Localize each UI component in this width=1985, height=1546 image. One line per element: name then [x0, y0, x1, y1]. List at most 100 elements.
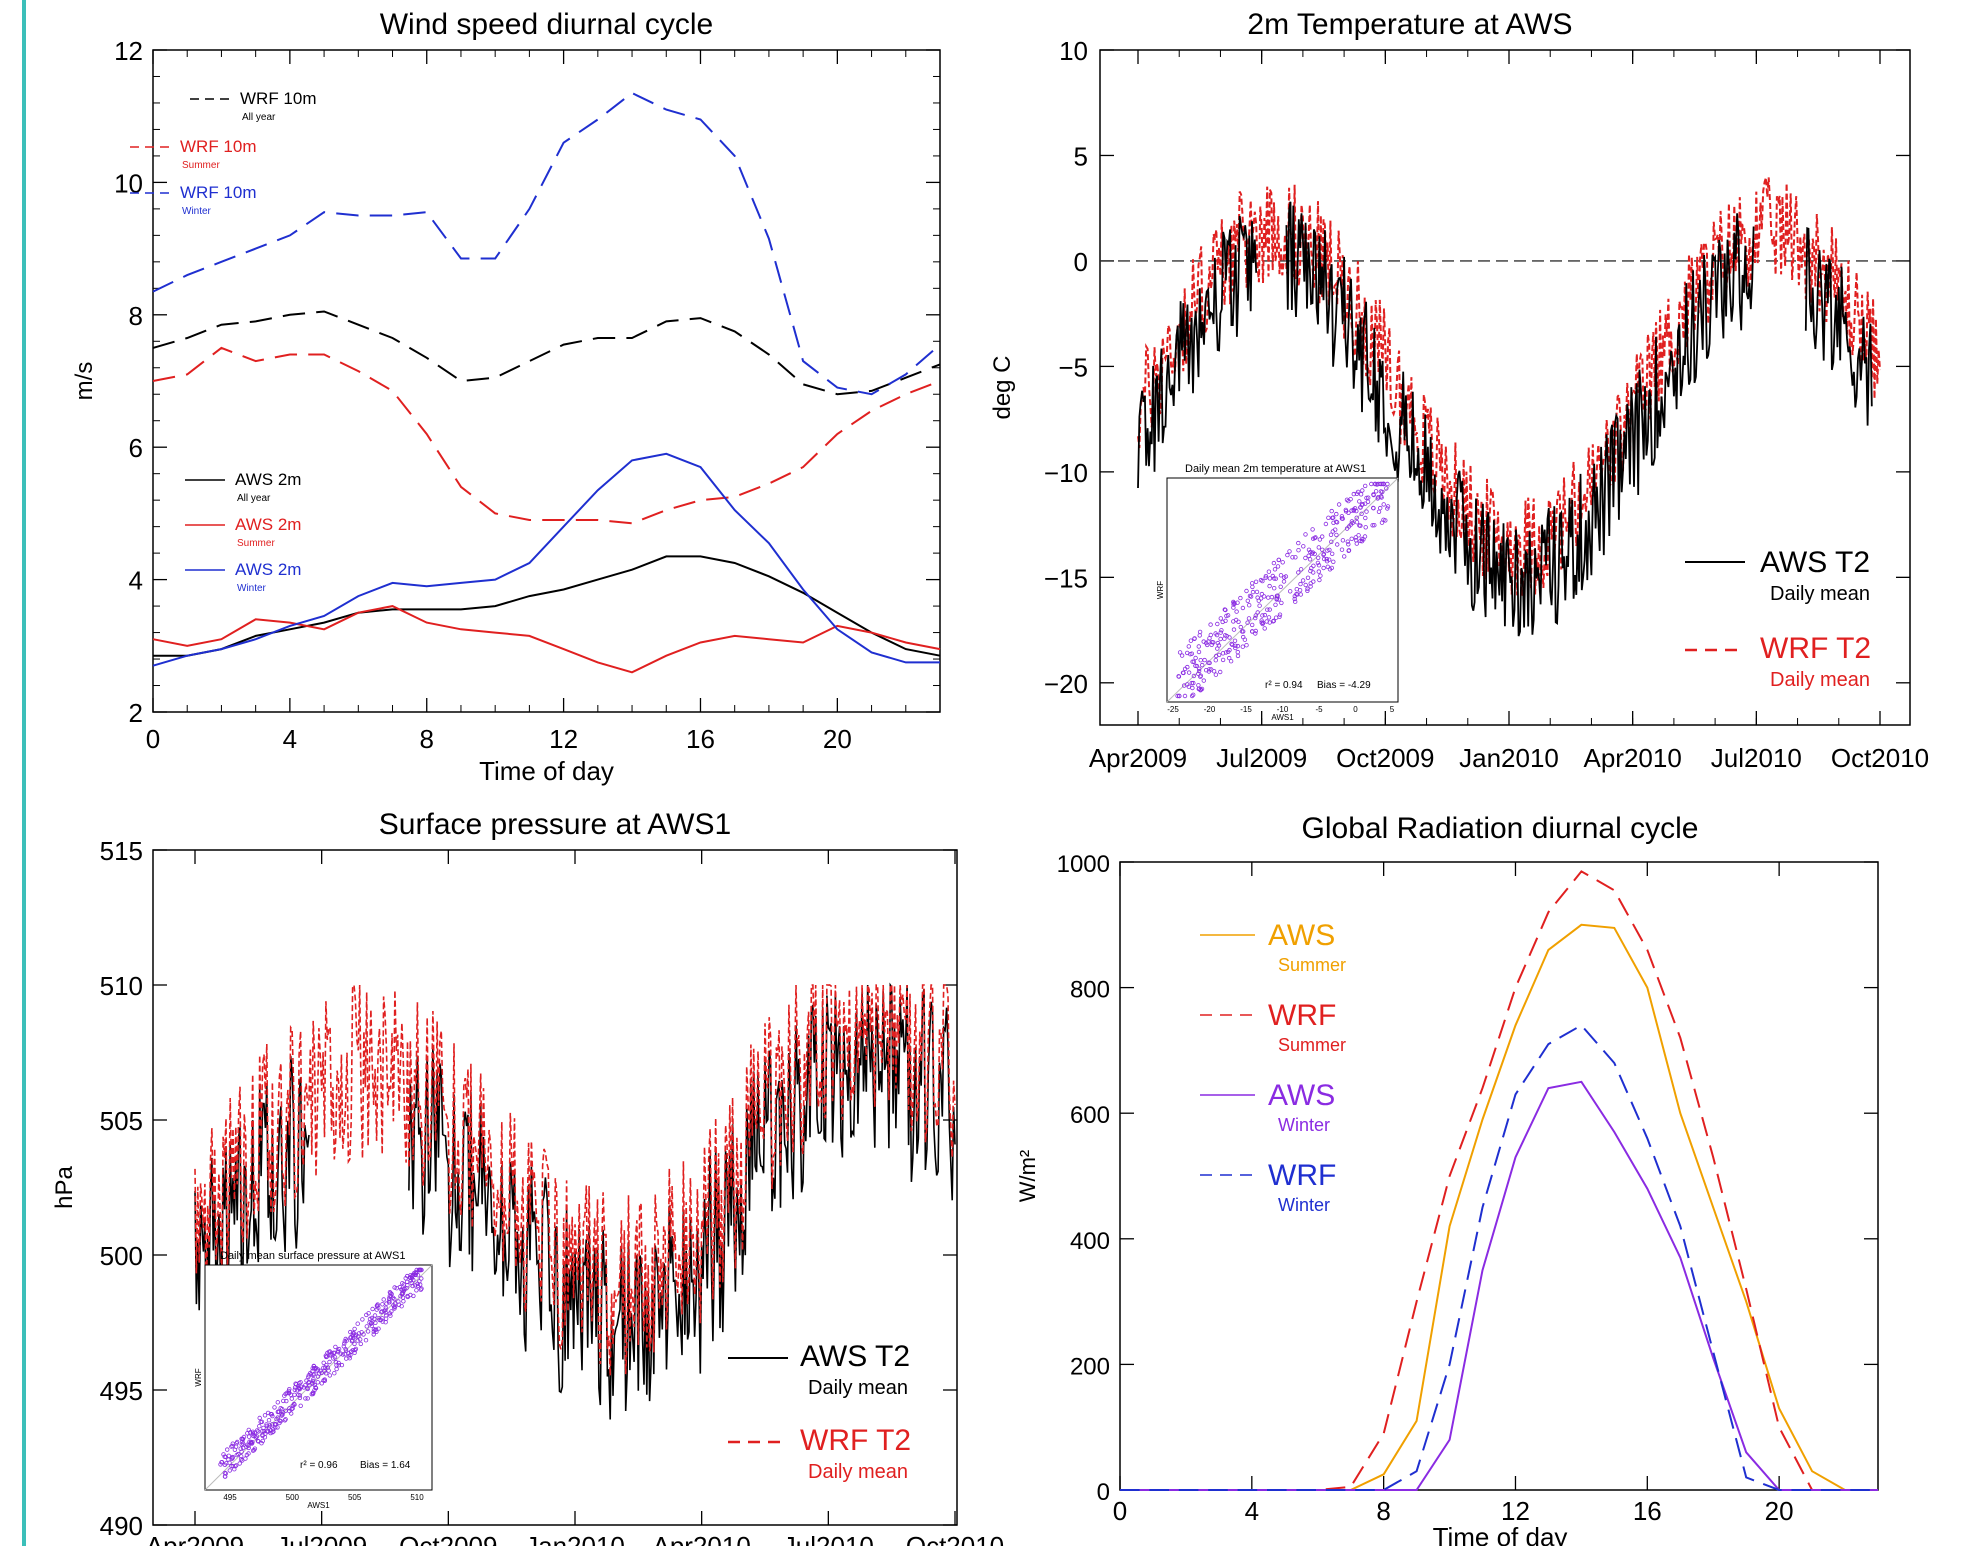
inset-point [415, 1283, 421, 1289]
inset-title: Daily mean surface pressure at AWS1 [220, 1250, 405, 1262]
legend-label: WRF [1268, 999, 1336, 1032]
inset-point [1330, 529, 1335, 534]
inset-point [1323, 521, 1329, 527]
inset-point [1334, 511, 1339, 517]
inset-point [376, 1305, 381, 1310]
inset-point [1278, 573, 1284, 578]
inset-point [227, 1468, 232, 1473]
inset-point [321, 1378, 326, 1383]
inset-point [1190, 692, 1196, 697]
inset-point [239, 1442, 244, 1447]
inset-point [252, 1446, 258, 1451]
inset-point [1378, 489, 1384, 494]
inset-point [360, 1317, 365, 1322]
inset-point [1303, 532, 1308, 537]
inset-point [218, 1462, 223, 1467]
x-tick-label: Oct2010 [1831, 743, 1929, 773]
inset-point [1311, 579, 1316, 584]
y-tick-label: 12 [114, 36, 143, 66]
inset-point [1316, 563, 1322, 568]
inset-point [233, 1463, 239, 1468]
inset-point [1346, 548, 1352, 553]
inset-point [1191, 680, 1196, 686]
inset-x-label: AWS1 [1271, 713, 1294, 722]
inset-point [382, 1308, 387, 1314]
inset-r2: r² = 0.96 [300, 1460, 338, 1471]
inset-point [1306, 547, 1312, 552]
inset-point [400, 1288, 405, 1293]
inset-point [1358, 505, 1363, 510]
inset-point [1292, 596, 1297, 602]
inset-point [372, 1313, 378, 1318]
y-tick-label: 10 [1059, 36, 1088, 66]
inset-point [1244, 588, 1249, 594]
inset-point [297, 1393, 303, 1398]
inset-point [1260, 613, 1265, 618]
inset-point [343, 1348, 349, 1353]
inset-point [332, 1370, 337, 1376]
inset-point [1253, 613, 1258, 618]
inset-point [340, 1352, 346, 1357]
inset-point [1234, 609, 1239, 614]
inset-point [1306, 553, 1311, 558]
inset-point [392, 1301, 398, 1306]
inset-point [246, 1443, 251, 1448]
legend-sublabel: Winter [1278, 1195, 1330, 1215]
inset-point [387, 1299, 392, 1305]
inset-point [272, 1405, 277, 1410]
inset-point [366, 1311, 371, 1316]
inset-point [1215, 640, 1221, 646]
inset-point [315, 1380, 320, 1385]
inset-point [1308, 584, 1313, 589]
x-tick-label: 12 [549, 724, 578, 754]
inset-point [281, 1398, 286, 1404]
x-tick-label: Apr2010 [1584, 743, 1682, 773]
inset-point [1317, 577, 1322, 583]
chart-global-radiation: Global Radiation diurnal cycle0200400600… [1015, 812, 1879, 1546]
inset-point [222, 1462, 228, 1467]
inset-point [1224, 613, 1229, 619]
inset-point [1298, 581, 1303, 587]
inset-point [333, 1344, 338, 1350]
inset-point [1238, 624, 1243, 630]
inset-point [1358, 523, 1363, 528]
x-tick-label: 4 [1245, 1496, 1259, 1526]
inset-point [1349, 508, 1354, 513]
inset-point [1228, 659, 1234, 664]
x-tick-label: 16 [1633, 1496, 1662, 1526]
inset-point [371, 1332, 376, 1337]
y-tick-label: 490 [100, 1511, 143, 1541]
inset-point [383, 1313, 389, 1318]
x-tick-label: Jul2009 [276, 1531, 367, 1546]
inset-point [381, 1297, 386, 1302]
inset-point [1358, 492, 1364, 497]
series-line-aws-summer [1120, 923, 1878, 1491]
inset-point [226, 1457, 231, 1462]
y-tick-label: 8 [129, 301, 143, 331]
inset-point [336, 1349, 341, 1355]
inset-point [1301, 544, 1306, 549]
inset-point [1339, 514, 1345, 519]
inset-point [1334, 542, 1340, 547]
inset-point [341, 1344, 346, 1349]
legend-sublabel: Summer [182, 160, 220, 171]
inset-point [1363, 525, 1368, 530]
inset-point [1240, 629, 1246, 634]
inset-point [1233, 643, 1238, 648]
inset-point [282, 1393, 287, 1398]
inset-point [1362, 534, 1368, 539]
inset-point [380, 1302, 385, 1307]
inset-point [1269, 594, 1275, 600]
y-tick-label: 6 [129, 433, 143, 463]
inset-point [392, 1296, 397, 1302]
y-tick-label: 600 [1070, 1102, 1110, 1129]
inset-point [414, 1288, 419, 1293]
y-tick-label: 495 [100, 1376, 143, 1406]
inset-x-tick-label: 495 [223, 1493, 237, 1502]
inset-point [1216, 643, 1222, 648]
inset-point [1193, 663, 1198, 668]
inset-point [1357, 499, 1362, 504]
inset-point [353, 1346, 359, 1352]
inset-point [1354, 491, 1360, 496]
inset-point [1385, 506, 1390, 511]
